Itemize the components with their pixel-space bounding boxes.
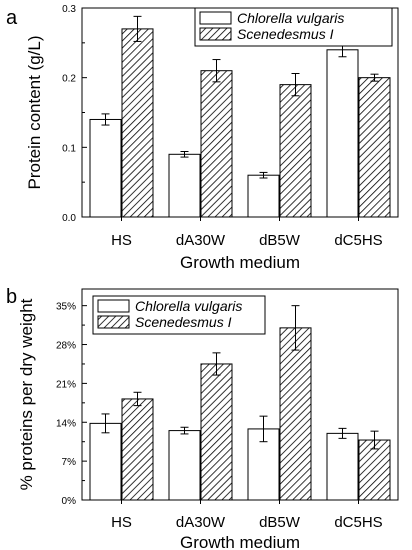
y-tick-label: 14% bbox=[56, 418, 76, 429]
x-axis-title: Growth medium bbox=[180, 533, 300, 550]
x-tick-label: dB5W bbox=[259, 514, 301, 531]
y-tick-label: 35% bbox=[56, 302, 76, 313]
x-tick-label: HS bbox=[111, 514, 132, 531]
legend-swatch bbox=[199, 27, 232, 41]
x-tick-label: dC5HS bbox=[334, 514, 382, 531]
error-bar bbox=[370, 430, 379, 450]
legend-entry: Chlorella vulgaris bbox=[237, 10, 344, 26]
bar-chlorella-dc5hs bbox=[326, 432, 359, 501]
error-bar bbox=[180, 151, 189, 158]
chart-panel-b: b HS dA30W dB5W dC5HS 0% 7% 14% 21% 28% 35% % prote… bbox=[6, 286, 399, 550]
legend-entry: Scenedesmus I bbox=[135, 314, 232, 330]
bar-chlorella-hs bbox=[89, 118, 122, 218]
y-tick-label: 21% bbox=[56, 379, 76, 390]
y-tick-label: 7% bbox=[62, 457, 77, 468]
x-tick-label: dB5W bbox=[259, 232, 301, 249]
y-tick-label: 0.2 bbox=[62, 74, 76, 85]
y-tick-label: 0% bbox=[62, 496, 77, 507]
legend-entry: Scenedesmus I bbox=[237, 26, 334, 42]
y-axis-title: % proteins per dry weight bbox=[17, 298, 36, 490]
y-tick-label: 0.3 bbox=[62, 4, 76, 15]
bar-scenedesmus-db5w bbox=[279, 327, 312, 501]
bar-chlorella-da30w bbox=[168, 153, 201, 218]
x-tick-label: dA30W bbox=[176, 514, 226, 531]
bar-scenedesmus-db5w bbox=[279, 84, 312, 218]
bar-scenedesmus-hs bbox=[121, 398, 154, 501]
error-bar bbox=[101, 113, 110, 126]
error-bar bbox=[133, 15, 142, 42]
bar-scenedesmus-da30w bbox=[200, 70, 233, 218]
error-bar bbox=[133, 391, 142, 407]
chart-panel-a: a HS dA30W dB5W dC5HS 0.0 0.1 0.2 0.3 Protein con… bbox=[6, 4, 399, 272]
legend-swatch bbox=[97, 299, 130, 313]
error-bar bbox=[370, 73, 379, 82]
error-bar bbox=[180, 426, 189, 435]
error-bar bbox=[338, 427, 347, 439]
x-tick-label: dA30W bbox=[176, 232, 226, 249]
legend-entry: Chlorella vulgaris bbox=[135, 298, 242, 314]
error-bar bbox=[101, 413, 110, 434]
bar-chlorella-db5w bbox=[247, 174, 280, 218]
y-tick-label: 0.0 bbox=[62, 213, 76, 224]
bar-scenedesmus-dc5hs bbox=[358, 439, 391, 501]
x-axis-title: Growth medium bbox=[180, 253, 300, 272]
bar-scenedesmus-dc5hs bbox=[358, 77, 391, 218]
plot-frame bbox=[81, 288, 399, 501]
bar-scenedesmus-da30w bbox=[200, 363, 233, 501]
bar-chlorella-dc5hs bbox=[326, 49, 359, 218]
bar-chlorella-da30w bbox=[168, 430, 201, 501]
bar-chlorella-hs bbox=[89, 422, 122, 501]
error-bar bbox=[291, 305, 300, 351]
error-bar bbox=[212, 352, 221, 376]
error-bar bbox=[212, 59, 221, 83]
legend-swatch bbox=[97, 315, 130, 329]
bar-scenedesmus-hs bbox=[121, 28, 154, 218]
x-tick-label: dC5HS bbox=[334, 232, 382, 249]
error-bar bbox=[259, 171, 268, 179]
error-bar bbox=[291, 72, 300, 97]
panel-label: b bbox=[6, 286, 17, 308]
x-tick-label: HS bbox=[111, 232, 132, 249]
y-tick-label: 28% bbox=[56, 341, 76, 352]
error-bar bbox=[259, 415, 268, 443]
legend-swatch bbox=[199, 11, 232, 25]
y-tick-label: 0.1 bbox=[62, 143, 76, 154]
panel-label: a bbox=[6, 7, 18, 29]
y-axis-title: Protein content (g/L) bbox=[25, 35, 44, 189]
